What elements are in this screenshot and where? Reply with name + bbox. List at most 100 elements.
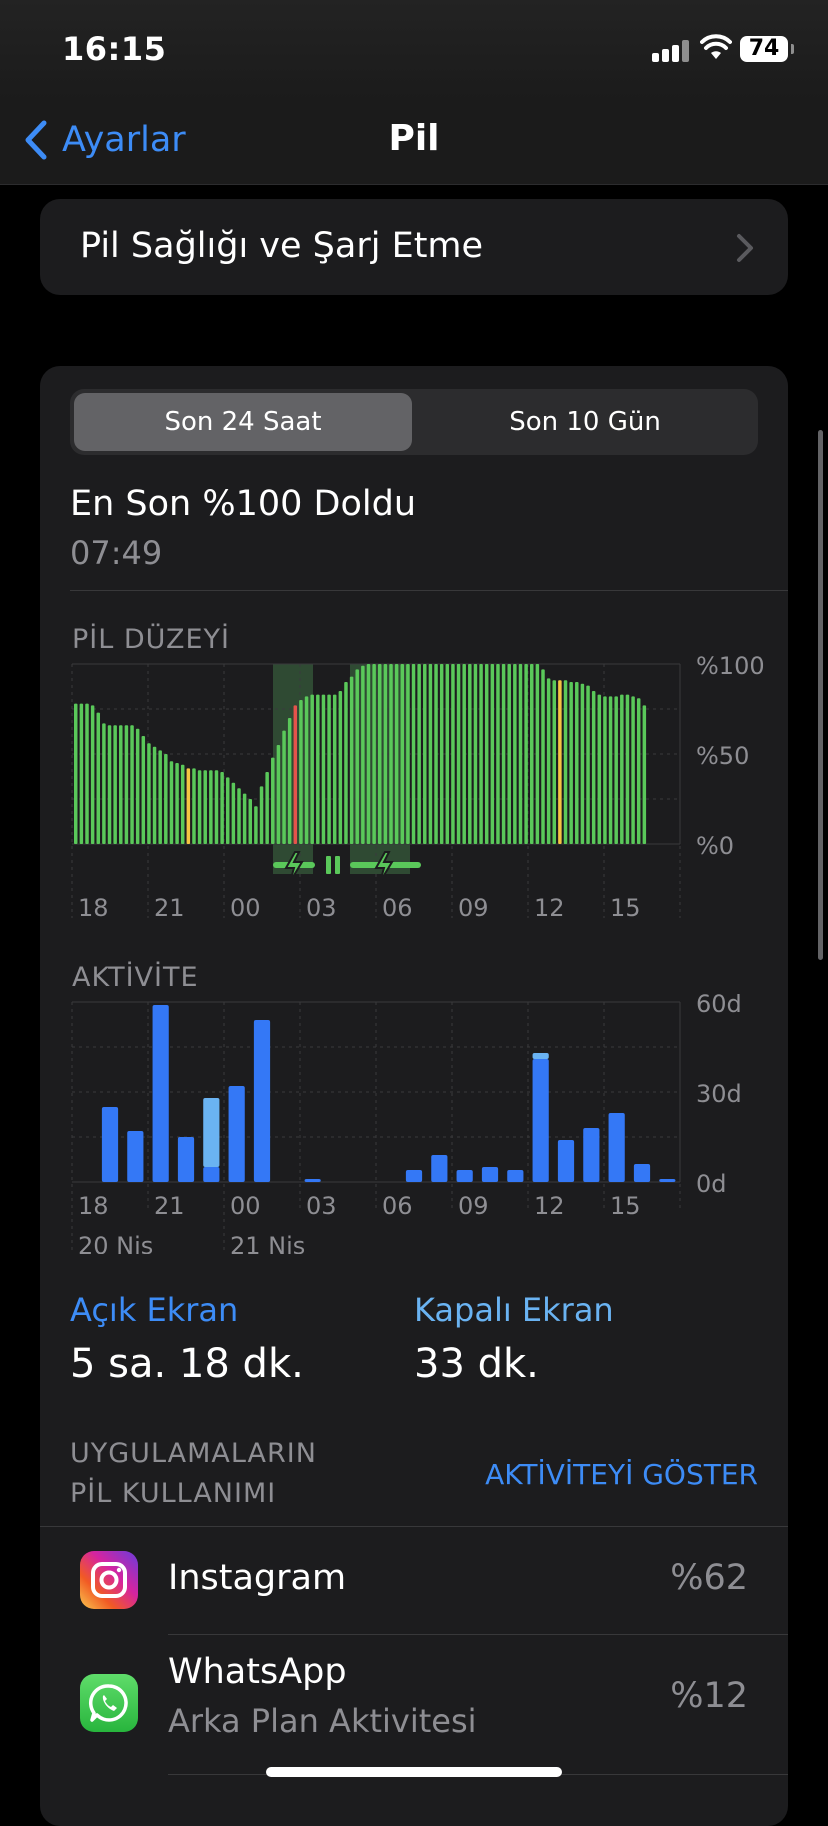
x-tick-label: 03 [306, 1192, 337, 1220]
battery-bar [484, 664, 489, 844]
screen-on-bar [101, 1107, 119, 1182]
battery-bar [490, 664, 495, 844]
battery-bar [282, 730, 286, 844]
battery-bar [597, 694, 602, 844]
battery-bar [254, 806, 258, 844]
battery-bar [462, 664, 466, 844]
battery-bar [316, 694, 320, 844]
screen-on-bar [304, 1179, 321, 1182]
battery-bar [608, 696, 613, 844]
chevron-left-icon [25, 120, 47, 160]
battery-health-row[interactable]: Pil Sağlığı ve Şarj Etme [40, 199, 788, 295]
page-title: Pil [388, 118, 440, 159]
status-bar: 16:15 74 [0, 0, 828, 100]
pause-icon [326, 856, 331, 874]
battery-bar [96, 712, 101, 844]
battery-bar [175, 763, 179, 844]
battery-bar [242, 793, 247, 844]
app-row-instagram[interactable]: Instagram %62 [40, 1526, 788, 1634]
battery-bar [287, 718, 292, 844]
activity-title: AKTİVİTE [72, 962, 199, 993]
battery-bar [439, 664, 444, 844]
battery-bar [119, 725, 123, 844]
screen-on-bar [127, 1131, 144, 1182]
segment-last-10-days[interactable]: Son 10 Gün [509, 407, 661, 437]
battery-bar [327, 694, 331, 844]
screen-off-bar [203, 1098, 220, 1167]
charging-bolt-icon [284, 851, 304, 883]
battery-bar [518, 664, 523, 844]
battery-bar [214, 770, 219, 844]
show-activity-button[interactable]: AKTİVİTEYİ GÖSTER [485, 1458, 758, 1491]
divider [70, 590, 788, 591]
screen-on-bar [431, 1155, 448, 1182]
battery-bar [186, 768, 191, 844]
battery-bar [513, 664, 517, 844]
battery-bar [135, 728, 140, 844]
app-percent: %12 [670, 1676, 748, 1716]
navigation-bar: Ayarlar Pil [0, 100, 828, 185]
battery-level-title: PİL DÜZEYİ [72, 624, 230, 655]
battery-bar [383, 664, 388, 844]
battery-bar [580, 683, 585, 844]
battery-bar [552, 680, 557, 844]
battery-bar [310, 694, 314, 844]
battery-bar [158, 750, 162, 844]
battery-bar [259, 786, 264, 844]
app-name: WhatsApp [168, 1652, 347, 1692]
x-tick-label: 06 [382, 894, 413, 922]
charging-bolt-icon [374, 851, 394, 883]
scroll-indicator[interactable] [818, 430, 823, 960]
whatsapp-icon [80, 1674, 138, 1732]
instagram-icon [80, 1551, 138, 1609]
divider [168, 1634, 788, 1635]
battery-bar [90, 705, 95, 844]
segment-last-24-hours[interactable]: Son 24 Saat [74, 393, 412, 451]
battery-bar [209, 770, 213, 844]
battery-bar [603, 696, 607, 844]
battery-bar [85, 703, 89, 844]
battery-bar [620, 694, 624, 844]
battery-bar [130, 725, 134, 844]
battery-bar [575, 682, 579, 844]
x-tick-label: 09 [458, 894, 489, 922]
battery-bar [271, 757, 275, 844]
battery-bar [321, 694, 326, 844]
home-indicator[interactable] [266, 1767, 562, 1777]
battery-level-chart: %100 %50 %0 18 21 00 03 06 09 12 15 [71, 656, 765, 922]
back-button[interactable]: Ayarlar [24, 118, 186, 162]
x-tick-label: 21 [154, 1192, 185, 1220]
battery-icon: 74 [740, 36, 794, 62]
battery-bar [164, 754, 168, 844]
x-tick-label: 18 [78, 894, 109, 922]
y-tick-label: %100 [696, 656, 765, 680]
x-tick-label: 06 [382, 1192, 413, 1220]
battery-bar [389, 664, 393, 844]
battery-bar [535, 664, 540, 844]
battery-bar [355, 669, 359, 844]
battery-bar [276, 745, 281, 844]
back-label: Ayarlar [62, 120, 186, 160]
battery-bar [541, 669, 545, 844]
battery-bar [361, 665, 365, 844]
battery-bar [220, 772, 224, 844]
y-tick-label: 60d [696, 994, 742, 1018]
screen-on-bar [203, 1167, 220, 1182]
battery-bar [524, 664, 528, 844]
y-tick-label: 30d [696, 1080, 742, 1108]
app-row-whatsapp[interactable]: WhatsApp Arka Plan Aktivitesi %12 [40, 1634, 788, 1774]
battery-bar [586, 685, 590, 844]
battery-bar [501, 664, 506, 844]
battery-bar [248, 799, 253, 844]
screen-on-bar [456, 1170, 473, 1182]
time-range-segmented-control: Son 24 Saat Son 10 Gün [70, 389, 758, 455]
battery-bar [636, 698, 641, 844]
battery-bar [203, 770, 207, 844]
battery-bar [614, 696, 618, 844]
battery-bar [169, 761, 174, 844]
battery-bar [473, 664, 478, 844]
date-label: 20 Nis [78, 1232, 153, 1254]
last-full-charge-time: 07:49 [70, 534, 163, 572]
pause-icon [335, 856, 340, 874]
x-tick-label: 12 [534, 894, 565, 922]
